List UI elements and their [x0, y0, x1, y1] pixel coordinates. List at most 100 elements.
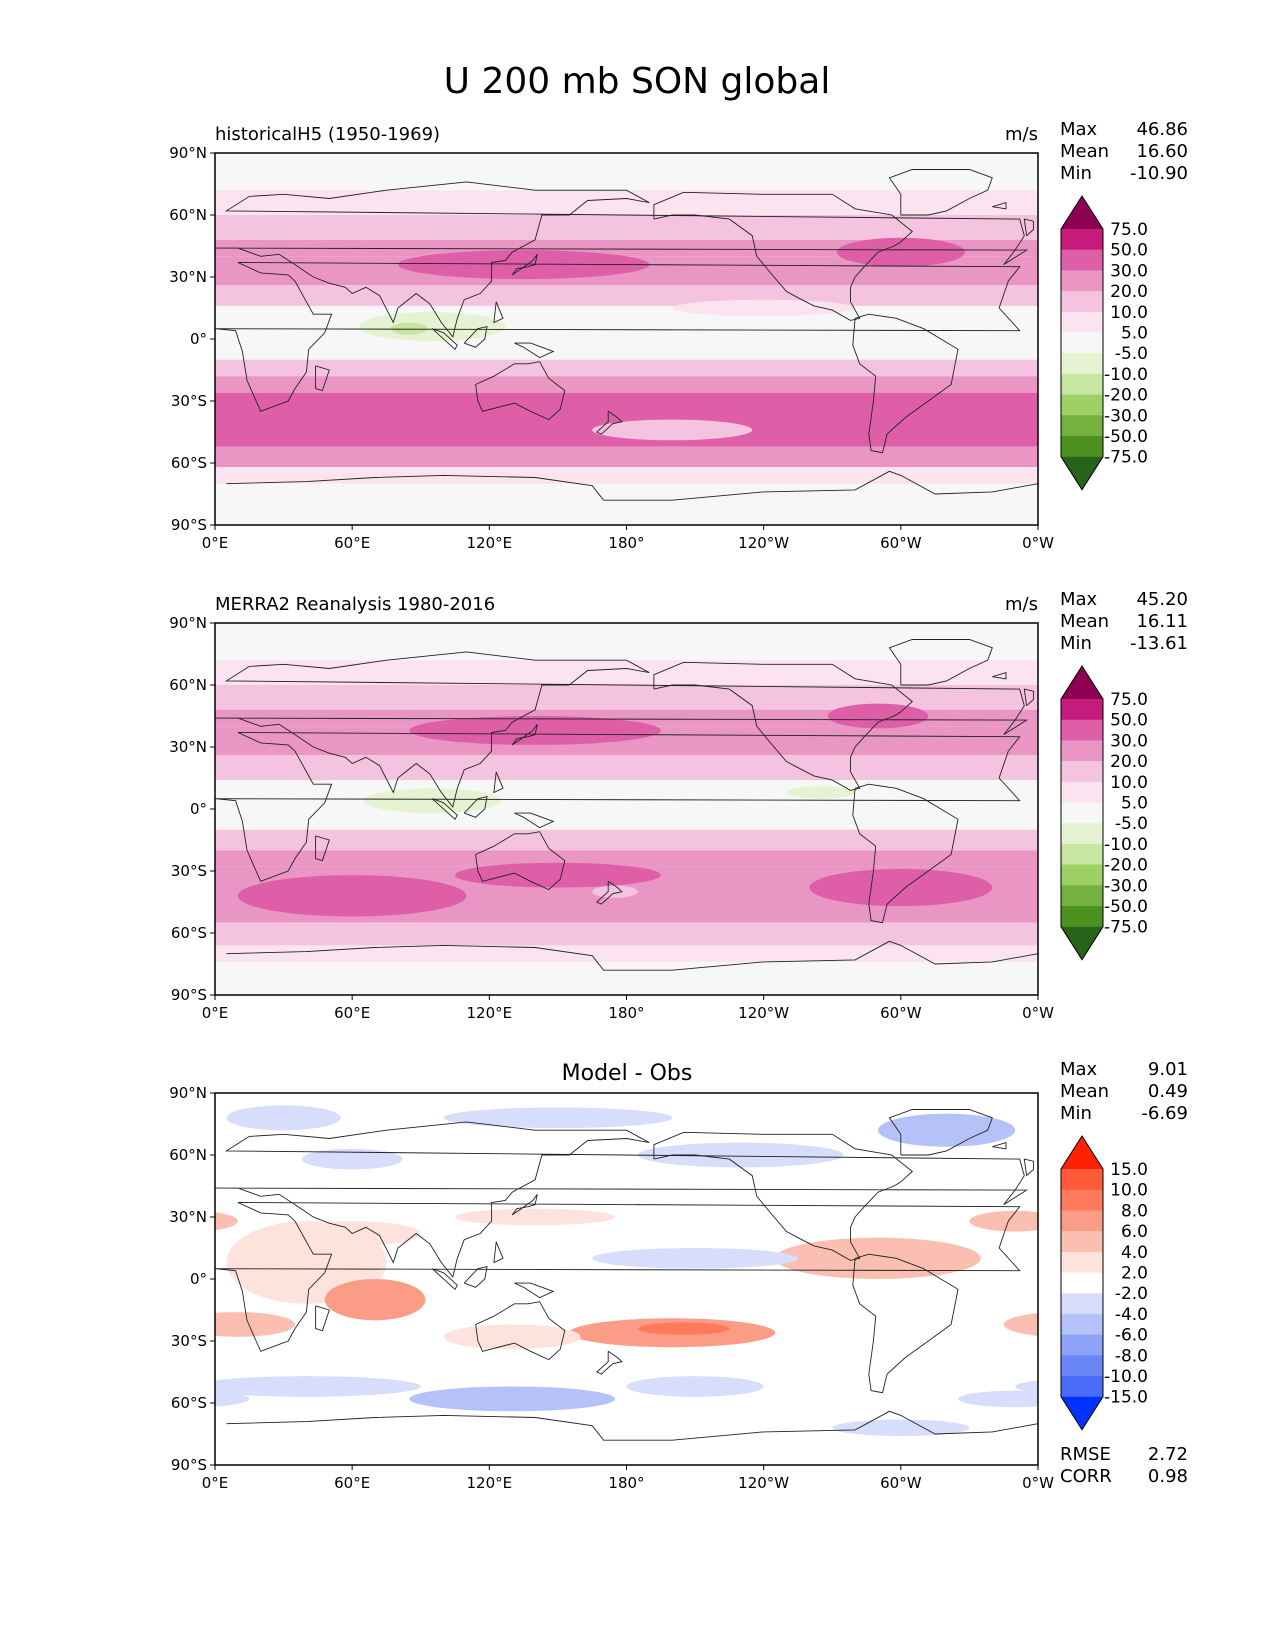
contour-anomaly-2 [1182, 312, 1275, 341]
panel-reference-axes: 0°E 60°E 120°E 180° 120°W 60°W 0°W 90°N 60°N 30°N… [169, 614, 1054, 1022]
coastline [315, 365, 330, 392]
colorbar-level-label: 50.0 [1110, 711, 1148, 731]
coastline [493, 301, 504, 324]
panel-diff-colorbar: 15.010.08.06.04.02.0-2.0-4.0-6.0-8.0-10.… [1060, 1135, 1148, 1431]
x-tick-label: 60°W [880, 1474, 922, 1492]
coastline [653, 1131, 913, 1261]
colorbar-level-label: 20.0 [1110, 752, 1148, 772]
x-tick-label: 120°E [467, 1474, 513, 1492]
panel-reference: MERRA2 Reanalysis 1980-2016 m/s 0°E 60°E 1… [0, 589, 1188, 1022]
contour-band-10 [215, 922, 1038, 946]
stat-mean-label: Mean [1060, 611, 1109, 632]
colorbar-extend-max [1061, 666, 1103, 699]
colorbar-swatch [1061, 353, 1103, 375]
panel-test-left-title: historicalH5 (1950-1969) [215, 124, 440, 145]
panel-test-axes: 0°E 60°E 120°E 180° 120°W 60°W 0°W 90°N 60°N 30°N… [169, 144, 1054, 552]
x-tick-label: 180° [608, 1004, 644, 1022]
contour-anomaly-3 [391, 322, 428, 335]
y-tick-label: 0° [190, 330, 207, 348]
x-tick-label: 0°E [202, 1004, 229, 1022]
colorbar-level-label: 30.0 [1110, 731, 1148, 751]
contour-anomaly-17 [1232, 1386, 1275, 1411]
contour-anomaly-8 [1003, 1313, 1038, 1336]
panel-diff-center-title: Model - Obs [562, 1061, 693, 1086]
contour-anomaly-18 [626, 1376, 764, 1397]
colorbar-swatch [1061, 1231, 1103, 1253]
colorbar-swatch [1061, 373, 1103, 396]
contour-anomaly-5 [0, 300, 32, 317]
colorbar-swatch [1061, 781, 1103, 803]
coastline [653, 661, 913, 791]
stat-max-label: Max [1060, 119, 1098, 140]
colorbar-level-label: -50.0 [1104, 897, 1148, 917]
contour-band-10 [215, 446, 1038, 468]
colorbar-level-label: -10.0 [1104, 835, 1148, 855]
y-tick-label: 90°S [171, 1456, 207, 1474]
coastline [226, 940, 1038, 971]
colorbar-swatch [1061, 740, 1103, 762]
stat-mean-value: 16.11 [1136, 611, 1188, 632]
panel-reference-stats: Max Mean Min 45.20 16.11 -13.61 [1060, 589, 1188, 654]
colorbar-swatch [1061, 761, 1103, 783]
colorbar-level-label: 30.0 [1110, 261, 1148, 281]
colorbar-level-label: 10.0 [1110, 773, 1148, 793]
coastline [493, 771, 504, 794]
coastline [463, 1266, 488, 1288]
colorbar-swatch [1061, 291, 1103, 313]
colorbar-swatch [1061, 864, 1103, 886]
coastline [475, 831, 566, 891]
coastline [215, 1202, 1021, 1352]
contour-anomaly-2 [0, 1143, 21, 1168]
contour-band-6 [215, 780, 1038, 830]
coastline [511, 254, 538, 276]
contour-anomaly-16 [1015, 1380, 1038, 1393]
coastline [226, 470, 1038, 501]
panel-diff: Model - Obs 0°E 60°E 120°E 180° 120°W 60°W 0°W… [0, 1059, 1275, 1492]
x-tick-label: 120°E [467, 1004, 513, 1022]
panel-diff-stats: Max Mean Min 9.01 0.49 -6.69 [1060, 1059, 1188, 1124]
coastline [992, 201, 1007, 210]
colorbar-level-label: -20.0 [1104, 386, 1148, 406]
colorbar-level-label: 20.0 [1110, 282, 1148, 302]
contour-anomaly-3 [0, 869, 169, 906]
coastline [514, 342, 555, 359]
colorbar-level-label: 8.0 [1121, 1201, 1148, 1221]
coastline [431, 1268, 458, 1291]
y-tick-label: 90°N [169, 614, 207, 632]
stat-mean-value: 0.49 [1148, 1081, 1188, 1102]
contour-anomaly-14 [1267, 1324, 1275, 1349]
contour-anomaly-0 [226, 1105, 341, 1131]
contour-anomaly-11 [637, 1322, 730, 1335]
colorbar-level-label: -20.0 [1104, 856, 1148, 876]
x-tick-label: 120°E [467, 534, 513, 552]
contour-anomaly-1 [1267, 1107, 1275, 1128]
y-tick-label: 60°N [169, 676, 207, 694]
y-tick-label: 60°N [169, 206, 207, 224]
contour-anomaly-1 [443, 1107, 673, 1129]
stat-max-value: 46.86 [1136, 119, 1188, 140]
x-tick-label: 0°W [1022, 1004, 1054, 1022]
colorbar-swatch [1061, 1272, 1103, 1294]
contour-anomaly-14 [443, 1324, 581, 1350]
colorbar-swatch [1061, 1210, 1103, 1232]
coastline [888, 639, 993, 686]
x-tick-label: 120°W [738, 534, 789, 552]
panel-test-units: m/s [1005, 124, 1038, 145]
contour-anomaly-0 [397, 250, 650, 280]
panel-diff-coastlines [215, 1109, 1038, 1441]
colorbar-swatch [1061, 719, 1103, 741]
stat-corr-label: CORR [1060, 1466, 1112, 1487]
colorbar-extend-min [1061, 1396, 1103, 1430]
y-tick-label: 60°S [171, 1394, 207, 1412]
panel-reference-left-title: MERRA2 Reanalysis 1980-2016 [215, 594, 495, 615]
contour-anomaly-3 [809, 868, 993, 907]
colorbar-level-label: -30.0 [1104, 406, 1148, 426]
colorbar-extend-min [1061, 926, 1103, 960]
contour-anomaly-20 [215, 1391, 250, 1407]
coastline [475, 361, 566, 421]
colorbar-level-label: 10.0 [1110, 1181, 1148, 1201]
coastline [653, 191, 913, 321]
coastline [595, 880, 623, 905]
contour-anomaly-15 [592, 1248, 798, 1269]
